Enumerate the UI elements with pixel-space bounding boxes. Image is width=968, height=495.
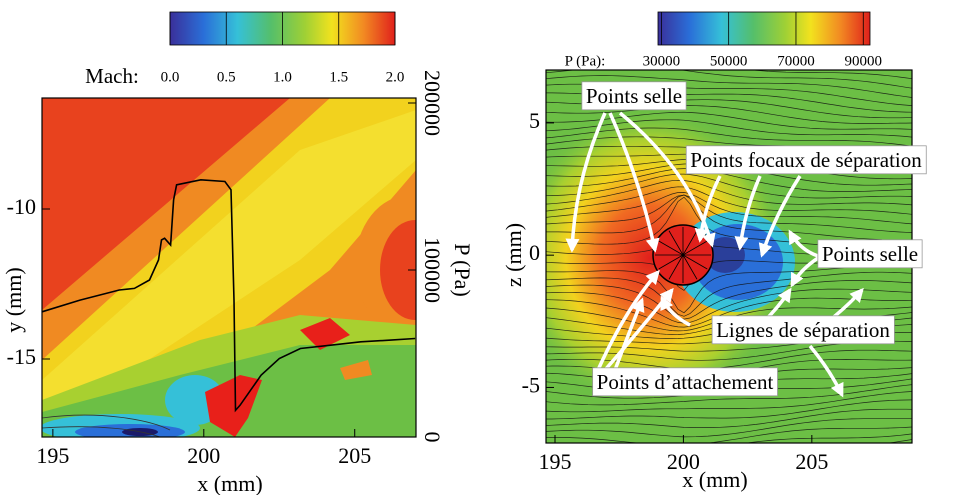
streamline: [546, 426, 912, 443]
annotation-arrow: [788, 229, 819, 258]
x-tick-label: 195: [538, 449, 571, 474]
annotation-box: [685, 145, 927, 175]
streamline: [546, 186, 912, 215]
x-tick-label: 205: [795, 449, 828, 474]
y-axis-label: z (mm): [501, 223, 526, 287]
colorbar-tick-label: 0.0: [161, 69, 180, 85]
x-tick-label: 200: [187, 443, 220, 468]
colorbar-label: P (Pa):: [565, 53, 606, 69]
colorbar-tick-label: 50000: [710, 53, 748, 69]
annotation-arrow: [734, 175, 762, 251]
annotation: Points selle: [822, 242, 918, 266]
colorbar-tick-label: 90000: [845, 53, 883, 69]
streamline: [546, 280, 912, 320]
annotation-box: [711, 315, 895, 345]
x-tick-label: 195: [36, 443, 69, 468]
streamline: [546, 119, 912, 138]
y-tick-label: -10: [7, 194, 36, 219]
streamline: [546, 179, 912, 206]
annotation-arrow: [565, 112, 607, 253]
annotation: Points focaux de séparation: [690, 148, 922, 172]
cylinder-line: [668, 254, 684, 280]
x-tick-label: 200: [667, 449, 700, 474]
y-tick-label: 0: [529, 240, 540, 265]
streamline: [546, 168, 912, 192]
annotation-box: [592, 367, 778, 397]
streamline: [546, 194, 912, 233]
annotation-arrow: [603, 287, 674, 372]
cylinder-line: [682, 254, 698, 280]
x-tick-label: 205: [338, 443, 371, 468]
colorbar-tick-label: 1.0: [273, 69, 292, 85]
annotation-arrow: [758, 175, 802, 258]
colorbar-tick-label: 2.0: [386, 69, 405, 85]
cylinder-line: [658, 240, 684, 256]
y2-tick-label: 200000: [420, 70, 445, 136]
streamline: [546, 70, 912, 89]
annotation-arrow: [790, 256, 819, 288]
streamline: [546, 418, 912, 438]
cylinder-line: [668, 230, 684, 256]
streamline: [546, 75, 912, 98]
streamline: [546, 408, 912, 428]
annotation: Lignes de séparation: [716, 318, 890, 342]
y2-tick-label: 100000: [420, 237, 445, 303]
annotation: Points selle: [586, 84, 682, 108]
mach-field: [42, 98, 416, 437]
streamline: [546, 399, 912, 420]
streamline: [546, 173, 912, 199]
colorbar-tick-label: 1.5: [329, 69, 348, 85]
y-axis-label: y (mm): [1, 267, 26, 332]
x-axis-label: x (mm): [682, 467, 747, 492]
streamline: [546, 194, 912, 241]
y2-axis-label: P (Pa): [450, 243, 475, 297]
y2-tick-label: 0: [420, 432, 445, 443]
streamline: [546, 127, 912, 147]
streamline: [546, 105, 912, 124]
annotation: Points d’attachement: [597, 370, 774, 394]
annotation-arrow: [808, 344, 844, 398]
x-axis-label: x (mm): [197, 471, 262, 495]
annotation-box: [581, 81, 687, 111]
cylinder-line: [658, 254, 684, 270]
annotation-arrow: [613, 297, 645, 371]
annotation-arrow: [596, 269, 660, 371]
y-tick-label: -15: [7, 344, 36, 369]
streamline: [546, 271, 912, 317]
annotation-arrow: [694, 175, 722, 243]
colorbar-tick-label: 70000: [777, 53, 815, 69]
colorbar-tick-label: 30000: [643, 53, 681, 69]
plot-frame: [41, 97, 417, 438]
colorbar: [657, 11, 871, 46]
cylinder-line: [682, 254, 708, 270]
y-tick-label: 5: [529, 108, 540, 133]
streamline: [744, 433, 912, 443]
pressure-line: [41, 178, 416, 413]
streamline: [546, 391, 912, 413]
y-tick-label: -5: [522, 372, 540, 397]
annotation-box: [817, 239, 923, 269]
colorbar-label: Mach:: [85, 64, 139, 88]
annotation-arrow: [608, 112, 660, 253]
streamline: [546, 384, 912, 406]
streamline: [546, 192, 912, 225]
streamline: [749, 70, 912, 80]
colorbar-tick-label: 0.5: [217, 69, 236, 85]
